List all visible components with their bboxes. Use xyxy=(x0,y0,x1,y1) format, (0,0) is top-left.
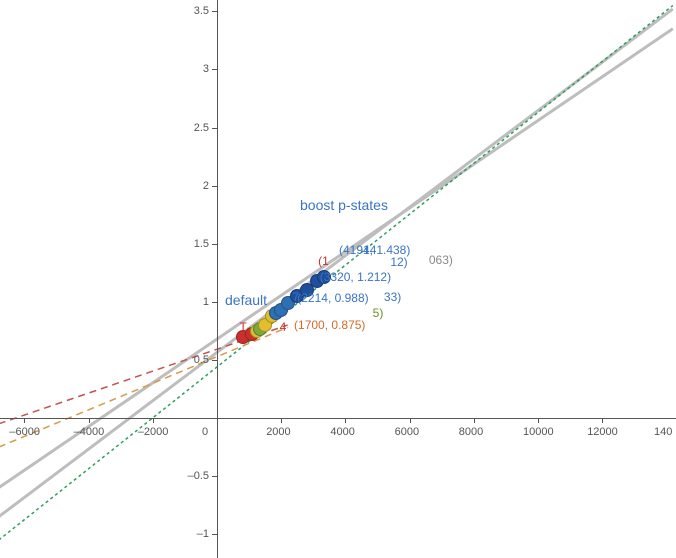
y-tick-label: 3 xyxy=(203,63,209,75)
y-tick-mark xyxy=(212,186,217,187)
y-tick-mark xyxy=(212,69,217,70)
point-label: T xyxy=(239,320,246,334)
x-tick-mark xyxy=(217,418,218,423)
x-tick-mark xyxy=(89,418,90,423)
y-tick-label: 2.5 xyxy=(194,122,209,134)
x-tick-label: 0 xyxy=(202,426,208,438)
point-label: (1700, 0.875) xyxy=(294,318,365,332)
y-tick-label: 2 xyxy=(203,180,209,192)
y-tick-mark xyxy=(212,360,217,361)
y-tick-mark xyxy=(212,244,217,245)
x-tick-label: –2000 xyxy=(138,426,169,438)
x-tick-mark xyxy=(538,418,539,423)
y-tick-label: 1.5 xyxy=(194,238,209,250)
annotation-default: default xyxy=(225,292,267,308)
point-label: 33) xyxy=(384,290,401,304)
point-label: (2214, 0.988) xyxy=(297,291,368,305)
x-tick-label: 2000 xyxy=(266,426,290,438)
scatter-chart: boost p-states default –6000 –4000 –2000 0 2… xyxy=(0,0,676,558)
x-axis xyxy=(0,418,676,419)
y-tick-label: –1 xyxy=(197,528,209,540)
y-tick-mark xyxy=(212,534,217,535)
x-tick-mark xyxy=(345,418,346,423)
y-tick-label: 3.5 xyxy=(194,5,209,17)
y-tick-label: 0.5 xyxy=(194,354,209,366)
x-tick-mark xyxy=(24,418,25,423)
trend-line-grey-solid-1 xyxy=(0,9,673,517)
point-label: 5) xyxy=(373,306,384,320)
point-label: (3320, 1.212) xyxy=(320,270,391,284)
y-axis xyxy=(217,0,218,558)
x-tick-mark xyxy=(602,418,603,423)
x-tick-mark xyxy=(281,418,282,423)
x-tick-mark xyxy=(410,418,411,423)
y-tick-label: 1 xyxy=(203,296,209,308)
x-tick-label: 6000 xyxy=(395,426,419,438)
point-label: 14 xyxy=(363,243,376,257)
x-tick-label: –4000 xyxy=(74,426,105,438)
annotation-boost-p-states: boost p-states xyxy=(300,197,388,213)
y-tick-mark xyxy=(212,11,217,12)
y-tick-mark xyxy=(212,128,217,129)
y-tick-mark xyxy=(212,302,217,303)
y-tick-label: –0.5 xyxy=(188,470,209,482)
x-tick-label-edge: 140 xyxy=(654,426,672,438)
point-label: 4 xyxy=(280,320,287,334)
x-tick-label: –6000 xyxy=(9,426,40,438)
x-tick-label: 12000 xyxy=(587,426,618,438)
point-label: (1 xyxy=(318,254,329,268)
point-label: 063) xyxy=(429,253,453,267)
x-tick-label: 4000 xyxy=(330,426,354,438)
point-label: 7 xyxy=(292,290,299,304)
x-tick-label: 8000 xyxy=(459,426,483,438)
x-tick-mark xyxy=(153,418,154,423)
x-tick-label: 10000 xyxy=(523,426,554,438)
y-tick-mark xyxy=(212,476,217,477)
x-tick-mark xyxy=(474,418,475,423)
point-label: 12) xyxy=(390,255,407,269)
